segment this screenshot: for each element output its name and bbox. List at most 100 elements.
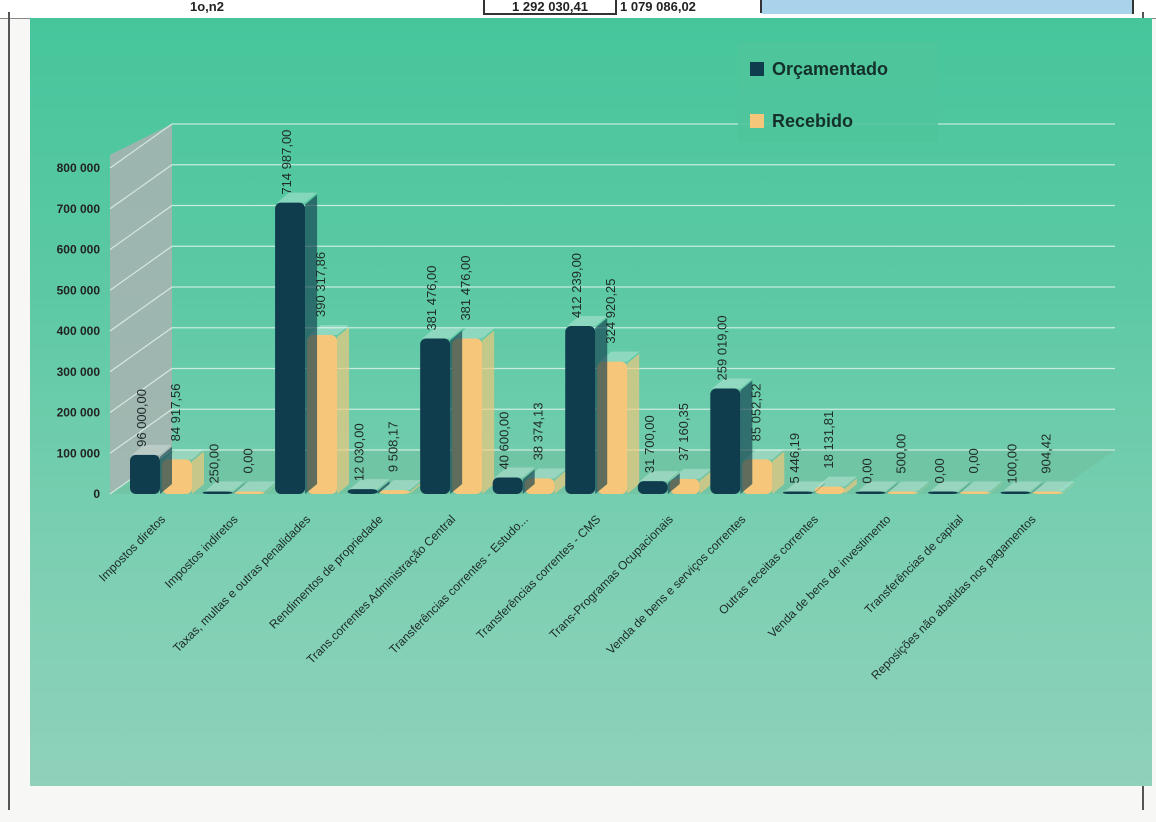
bar-orcamentado (637, 471, 680, 494)
y-tick-label: 500 000 (57, 283, 101, 297)
bar-orcamentado-front (492, 477, 523, 494)
bar-orcamentado (492, 467, 535, 494)
bar-orcamentado-front (637, 481, 668, 494)
bar-recebido (1032, 481, 1075, 494)
bar-recebido-top (164, 449, 204, 460)
bar-orcamentado-front (565, 326, 596, 494)
bar-recebido (669, 468, 712, 494)
data-label-orcamentado: 12 030,00 (352, 423, 367, 481)
bar-recebido-side (554, 470, 567, 494)
category-label: Reposições não abatidas nos pagamentos (868, 512, 1038, 682)
bar-orcamentado-front (710, 388, 741, 494)
bar-recebido-top (889, 481, 930, 492)
bar-recebido-front (887, 491, 918, 494)
bar-orcamentado (275, 192, 318, 494)
bar-recebido-front (1032, 491, 1063, 494)
gridline (109, 367, 1115, 413)
bar-orcamentado-top (277, 192, 318, 203)
bar-orcamentado-top (422, 328, 463, 339)
bar-orcamentado-top (494, 467, 535, 478)
bar-orcamentado-side (667, 473, 680, 494)
bar-recebido-top (526, 468, 567, 479)
bar-orcamentado-top (567, 316, 608, 327)
bar-recebido-top (454, 328, 495, 339)
bar-recebido-top (381, 480, 422, 491)
bar-recebido-side (409, 482, 422, 494)
bar-recebido-top (309, 324, 350, 335)
data-label-orcamentado: 259 019,00 (714, 315, 729, 380)
bar-recebido (379, 480, 422, 494)
data-label-orcamentado: 40 600,00 (497, 412, 512, 470)
strip-left-value: 1o,n2 (190, 0, 224, 14)
data-label-orcamentado: 381 476,00 (424, 265, 439, 330)
bar-recebido (814, 476, 857, 494)
strip-middle-value: 1 292 030,41 (483, 0, 617, 15)
data-label-orcamentado: 714 987,00 (279, 130, 294, 195)
bar-orcamentado-side (377, 481, 390, 494)
bar-orcamentado (782, 481, 825, 494)
data-label-orcamentado: 96 000,00 (134, 389, 149, 447)
bar-recebido-side (192, 451, 204, 494)
bar-orcamentado-front (1000, 491, 1031, 494)
data-label-recebido: 18 131,81 (821, 411, 836, 469)
bar-orcamentado-front (927, 491, 958, 494)
bar-orcamentado (565, 316, 608, 494)
bar-orcamentado (855, 481, 898, 494)
legend-label: Recebido (772, 111, 853, 131)
data-label-recebido: 500,00 (893, 434, 908, 474)
category-label: Trans-Programas Ocupacionais (547, 512, 676, 641)
bar-orcamentado-side (450, 330, 463, 494)
bar-orcamentado-side (885, 483, 898, 494)
bar-orcamentado-side (305, 194, 318, 494)
bar-recebido-side (337, 326, 350, 494)
bar-orcamentado (710, 378, 753, 494)
bar-recebido-top (744, 449, 785, 460)
y-tick-label: 0 (93, 487, 100, 501)
gridline (109, 286, 1115, 332)
bar-orcamentado-top (204, 481, 245, 492)
data-label-recebido: 38 374,13 (531, 403, 546, 461)
bar-recebido-top (816, 476, 857, 487)
bar-orcamentado-front (782, 491, 813, 494)
category-label: Venda de bens de investimento (765, 512, 894, 641)
bar-recebido-side (989, 483, 1002, 494)
bar-orcamentado-top (784, 481, 825, 492)
data-label-recebido: 84 917,56 (168, 384, 183, 442)
bar-orcamentado-front (855, 491, 886, 494)
data-label-orcamentado: 5 446,19 (787, 433, 802, 484)
bar-orcamentado-top (132, 444, 172, 455)
bar-orcamentado (202, 481, 245, 494)
data-label-recebido: 0,00 (241, 448, 256, 473)
top-table-strip: 1o,n2 1 292 030,41 1 079 086,02 (0, 0, 1156, 19)
category-label: Trans.correntes Administração Central (304, 512, 458, 666)
category-label: Transferências correntes - CMS (474, 512, 604, 642)
gridline (109, 204, 1115, 250)
category-label: Impostos indiretos (162, 512, 241, 591)
data-label-recebido: 904,42 (1038, 434, 1053, 474)
bar-orcamentado-side (232, 483, 245, 494)
data-label-recebido: 85 052,52 (748, 383, 763, 441)
bar-orcamentado-top (712, 378, 753, 389)
data-label-recebido: 0,00 (966, 448, 981, 473)
y-tick-label: 100 000 (57, 446, 101, 460)
legend-swatch (750, 114, 764, 128)
data-label-orcamentado: 412 239,00 (569, 253, 584, 318)
data-label-recebido: 37 160,35 (676, 403, 691, 461)
y-tick-label: 200 000 (57, 406, 101, 420)
bar-orcamentado-top (349, 479, 390, 490)
bar-orcamentado-side (957, 483, 970, 494)
bar-recebido-side (917, 483, 930, 494)
legend-label: Orçamentado (772, 59, 888, 79)
bar-recebido-side (844, 478, 857, 494)
gridline (109, 245, 1115, 291)
bar-recebido-top (1034, 481, 1075, 492)
data-label-orcamentado: 0,00 (932, 458, 947, 483)
data-label-orcamentado: 31 700,00 (642, 415, 657, 473)
y-tick-label: 700 000 (57, 202, 101, 216)
data-label-orcamentado: 0,00 (859, 458, 874, 483)
bar-recebido (234, 481, 277, 494)
data-label-recebido: 324 920,25 (603, 279, 618, 344)
bar-orcamentado-side (595, 318, 608, 494)
bar-chart: 0 100 000 200 000 300 000 400 000 500 000 600 … (57, 42, 1115, 683)
gridline (109, 327, 1115, 373)
